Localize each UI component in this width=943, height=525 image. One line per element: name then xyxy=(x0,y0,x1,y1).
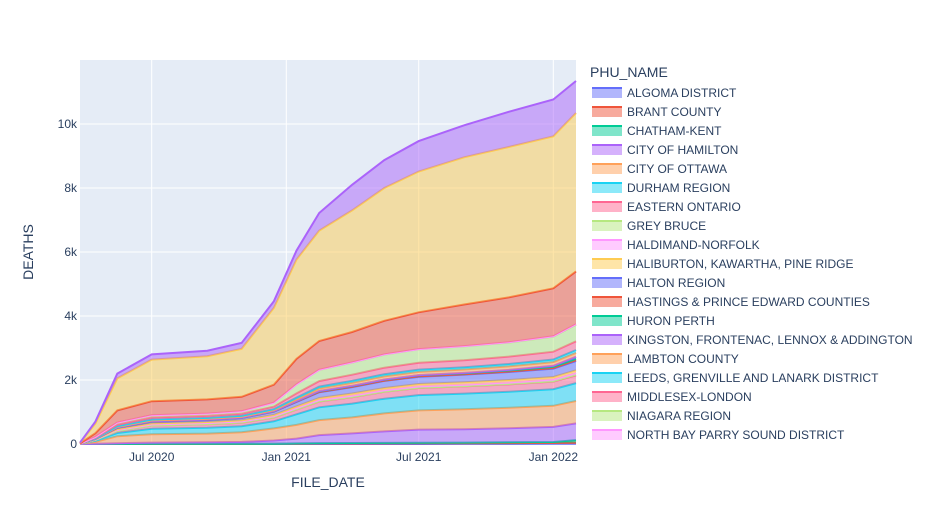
legend-swatch xyxy=(592,354,622,364)
legend-item[interactable]: LEEDS, GRENVILLE AND LANARK DISTRICT xyxy=(592,371,879,385)
legend-swatch xyxy=(592,221,622,231)
legend-swatch xyxy=(592,202,622,212)
legend-swatch xyxy=(592,88,622,98)
y-tick-label: 2k xyxy=(64,373,78,387)
y-tick-label: 10k xyxy=(58,117,78,131)
legend-swatch xyxy=(592,107,622,117)
legend-label: HALIBURTON, KAWARTHA, PINE RIDGE xyxy=(627,257,854,271)
legend-label: HASTINGS & PRINCE EDWARD COUNTIES xyxy=(627,295,870,309)
y-axis-ticks: 0 2k 4k 6k 8k 10k xyxy=(58,117,78,451)
x-axis-ticks: Jul 2020 Jan 2021 Jul 2021 Jan 2022 xyxy=(129,450,578,464)
legend-swatch xyxy=(592,297,622,307)
legend-item[interactable]: NIAGARA REGION xyxy=(592,409,731,423)
legend-item[interactable]: HALDIMAND-NORFOLK xyxy=(592,238,760,252)
legend-label: DURHAM REGION xyxy=(627,181,730,195)
area-series-19[interactable] xyxy=(80,271,576,444)
y-tick-label: 8k xyxy=(64,181,78,195)
legend-item[interactable]: EASTERN ONTARIO xyxy=(592,200,741,214)
area-series-10[interactable] xyxy=(80,361,576,444)
area-series-group xyxy=(79,80,577,445)
legend-label: HURON PERTH xyxy=(627,314,715,328)
legend-label: NORTH BAY PARRY SOUND DISTRICT xyxy=(627,428,845,442)
x-tick-label: Jan 2022 xyxy=(529,450,579,464)
legend-label: NIAGARA REGION xyxy=(627,409,731,423)
y-axis-title: DEATHS xyxy=(20,224,36,280)
legend-item[interactable]: HALIBURTON, KAWARTHA, PINE RIDGE xyxy=(592,257,854,271)
legend-item[interactable]: HASTINGS & PRINCE EDWARD COUNTIES xyxy=(592,295,870,309)
legend-item[interactable]: HALTON REGION xyxy=(592,276,725,290)
legend-swatch xyxy=(592,373,622,383)
legend-item[interactable]: ALGOMA DISTRICT xyxy=(592,86,737,100)
x-tick-label: Jan 2021 xyxy=(262,450,312,464)
legend-swatch xyxy=(592,183,622,193)
area-series-20[interactable] xyxy=(80,113,576,444)
legend-swatch xyxy=(592,126,622,136)
legend-item[interactable]: DURHAM REGION xyxy=(592,181,730,195)
y-tick-label: 6k xyxy=(64,245,78,259)
legend-swatch xyxy=(592,392,622,402)
x-tick-label: Jul 2021 xyxy=(396,450,442,464)
area-series-21[interactable] xyxy=(80,81,576,443)
legend-label: HALDIMAND-NORFOLK xyxy=(627,238,760,252)
legend-swatch xyxy=(592,316,622,326)
legend-item[interactable]: HURON PERTH xyxy=(592,314,715,328)
legend[interactable]: ALGOMA DISTRICT BRANT COUNTY CHATHAM-KENT C… xyxy=(592,86,913,442)
legend-label: GREY BRUCE xyxy=(627,219,706,233)
legend-swatch xyxy=(592,145,622,155)
legend-item[interactable]: KINGSTON, FRONTENAC, LENNOX & ADDINGTON xyxy=(592,333,913,347)
legend-label: LAMBTON COUNTY xyxy=(627,352,739,366)
legend-item[interactable]: LAMBTON COUNTY xyxy=(592,352,739,366)
series-line-21 xyxy=(79,80,577,444)
legend-swatch xyxy=(592,240,622,250)
legend-swatch xyxy=(592,259,622,269)
y-tick-label: 4k xyxy=(64,309,78,323)
legend-swatch xyxy=(592,335,622,345)
legend-label: BRANT COUNTY xyxy=(627,105,721,119)
legend-swatch xyxy=(592,278,622,288)
legend-item[interactable]: GREY BRUCE xyxy=(592,219,706,233)
legend-label: EASTERN ONTARIO xyxy=(627,200,741,214)
legend-label: MIDDLESEX-LONDON xyxy=(627,390,752,404)
legend-label: LEEDS, GRENVILLE AND LANARK DISTRICT xyxy=(627,371,879,385)
legend-label: CHATHAM-KENT xyxy=(627,124,722,138)
legend-label: HALTON REGION xyxy=(627,276,725,290)
legend-label: KINGSTON, FRONTENAC, LENNOX & ADDINGTON xyxy=(627,333,913,347)
area-series-3[interactable] xyxy=(80,423,576,444)
legend-swatch xyxy=(592,430,622,440)
x-axis-title: FILE_DATE xyxy=(291,474,365,490)
legend-label: ALGOMA DISTRICT xyxy=(627,86,737,100)
legend-swatch xyxy=(592,164,622,174)
legend-label: CITY OF OTTAWA xyxy=(627,162,727,176)
area-series-4[interactable] xyxy=(80,401,576,444)
legend-item[interactable]: CITY OF OTTAWA xyxy=(592,162,727,176)
area-series-6[interactable] xyxy=(80,375,576,444)
x-tick-label: Jul 2020 xyxy=(129,450,175,464)
legend-label: CITY OF HAMILTON xyxy=(627,143,738,157)
legend-item[interactable]: NORTH BAY PARRY SOUND DISTRICT xyxy=(592,428,845,442)
area-series-16[interactable] xyxy=(80,341,576,444)
legend-item[interactable]: CHATHAM-KENT xyxy=(592,124,722,138)
legend-item[interactable]: MIDDLESEX-LONDON xyxy=(592,390,752,404)
legend-item[interactable]: CITY OF HAMILTON xyxy=(592,143,738,157)
legend-item[interactable]: BRANT COUNTY xyxy=(592,105,721,119)
legend-swatch xyxy=(592,411,622,421)
y-tick-label: 0 xyxy=(70,437,77,451)
legend-title: PHU_NAME xyxy=(590,64,668,80)
